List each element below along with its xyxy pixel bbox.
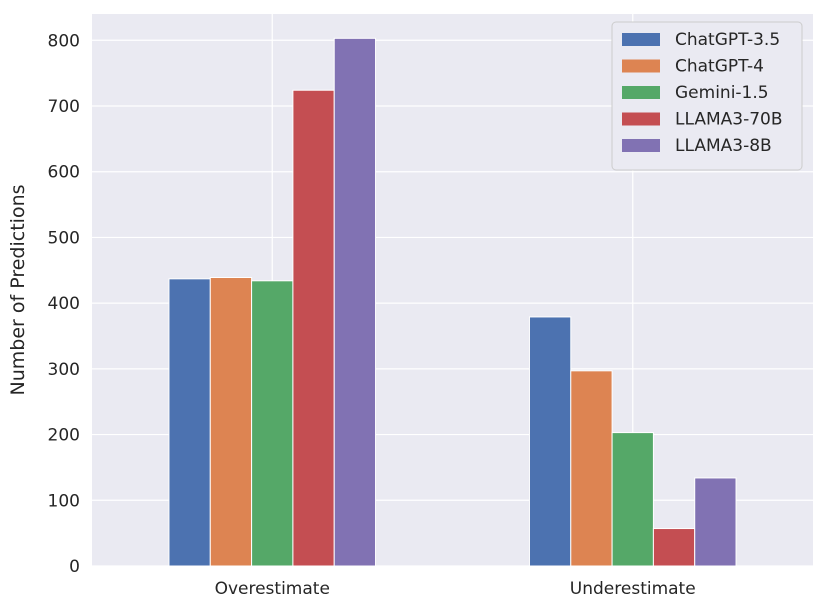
bar-llama3-70b-overestimate	[292, 89, 335, 567]
legend-swatch-gemini-1-5	[622, 86, 660, 99]
bar-chatgpt-4-underestimate	[570, 370, 613, 567]
legend-swatch-llama3-8b	[622, 139, 660, 152]
x-tick-label: Overestimate	[215, 579, 330, 599]
legend-label-gemini-1-5: Gemini-1.5	[675, 83, 769, 103]
y-tick-label: 700	[48, 97, 80, 117]
legend-swatch-chatgpt-3-5	[622, 33, 660, 46]
bar-chatgpt-4-overestimate	[209, 277, 253, 567]
y-tick-label: 200	[48, 426, 80, 446]
legend-label-llama3-8b: LLAMA3-8B	[675, 136, 772, 156]
bar-llama3-70b-underestimate	[652, 528, 696, 567]
x-tick-label: Underestimate	[570, 579, 696, 599]
y-tick-label: 100	[48, 491, 80, 511]
legend-label-llama3-70b: LLAMA3-70B	[675, 110, 783, 130]
y-tick-label: 400	[48, 294, 80, 314]
y-axis-ticks: 0 100 200 300 400 500 600 700 800	[48, 31, 80, 577]
y-axis-label: Number of Predictions	[7, 184, 29, 395]
bar-llama3-8b-overestimate	[333, 37, 377, 567]
legend-label-chatgpt-3-5: ChatGPT-3.5	[675, 30, 780, 50]
bar-gemini-1-5-underestimate	[611, 432, 654, 567]
legend: ChatGPT-3.5 ChatGPT-4 Gemini-1.5 LLAMA3-70B…	[611, 21, 803, 171]
bar-llama3-8b-underestimate	[694, 477, 737, 567]
y-tick-label: 600	[48, 163, 80, 183]
legend-box	[611, 21, 803, 171]
x-axis-ticks: Overestimate Underestimate	[215, 579, 696, 599]
y-tick-label: 0	[69, 557, 80, 577]
bars	[168, 37, 737, 567]
legend-label-chatgpt-4: ChatGPT-4	[675, 57, 764, 77]
legend-swatch-chatgpt-4	[622, 59, 660, 73]
bar-chatgpt-3-5-overestimate	[168, 278, 211, 567]
bar-gemini-1-5-overestimate	[251, 280, 294, 567]
y-tick-label: 500	[48, 228, 80, 248]
legend-swatch-llama3-70b	[622, 112, 660, 126]
y-tick-label: 800	[48, 31, 80, 51]
bar-chatgpt-3-5-underestimate	[528, 316, 572, 567]
y-tick-label: 300	[48, 360, 80, 380]
